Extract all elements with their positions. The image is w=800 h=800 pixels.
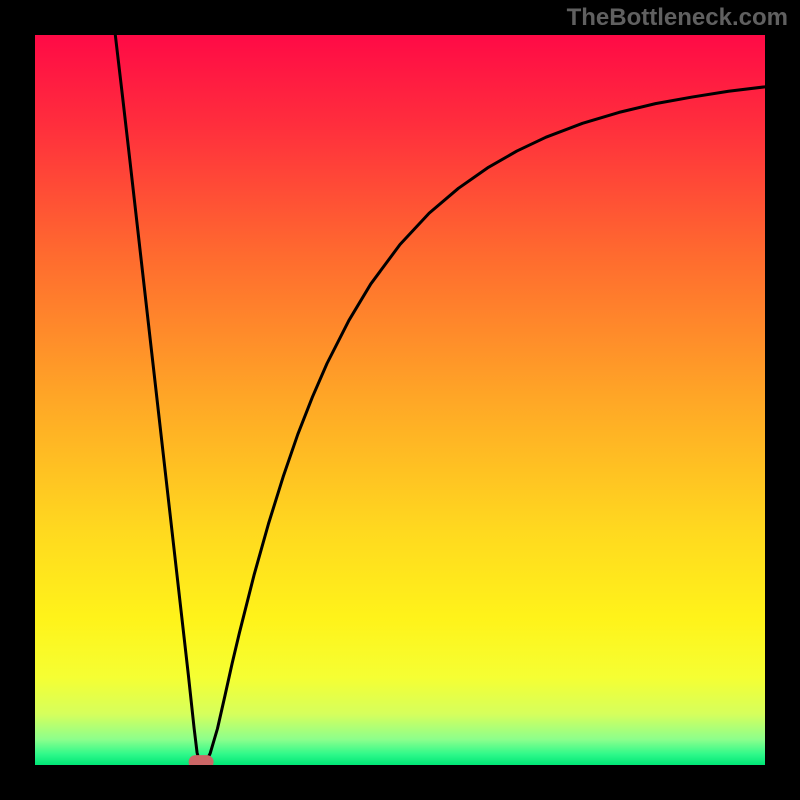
figure-container: TheBottleneck.com <box>0 0 800 800</box>
watermark-text: TheBottleneck.com <box>567 4 788 32</box>
optimal-marker <box>189 755 214 765</box>
plot-area <box>35 35 765 765</box>
bottleneck-curve <box>35 35 765 765</box>
